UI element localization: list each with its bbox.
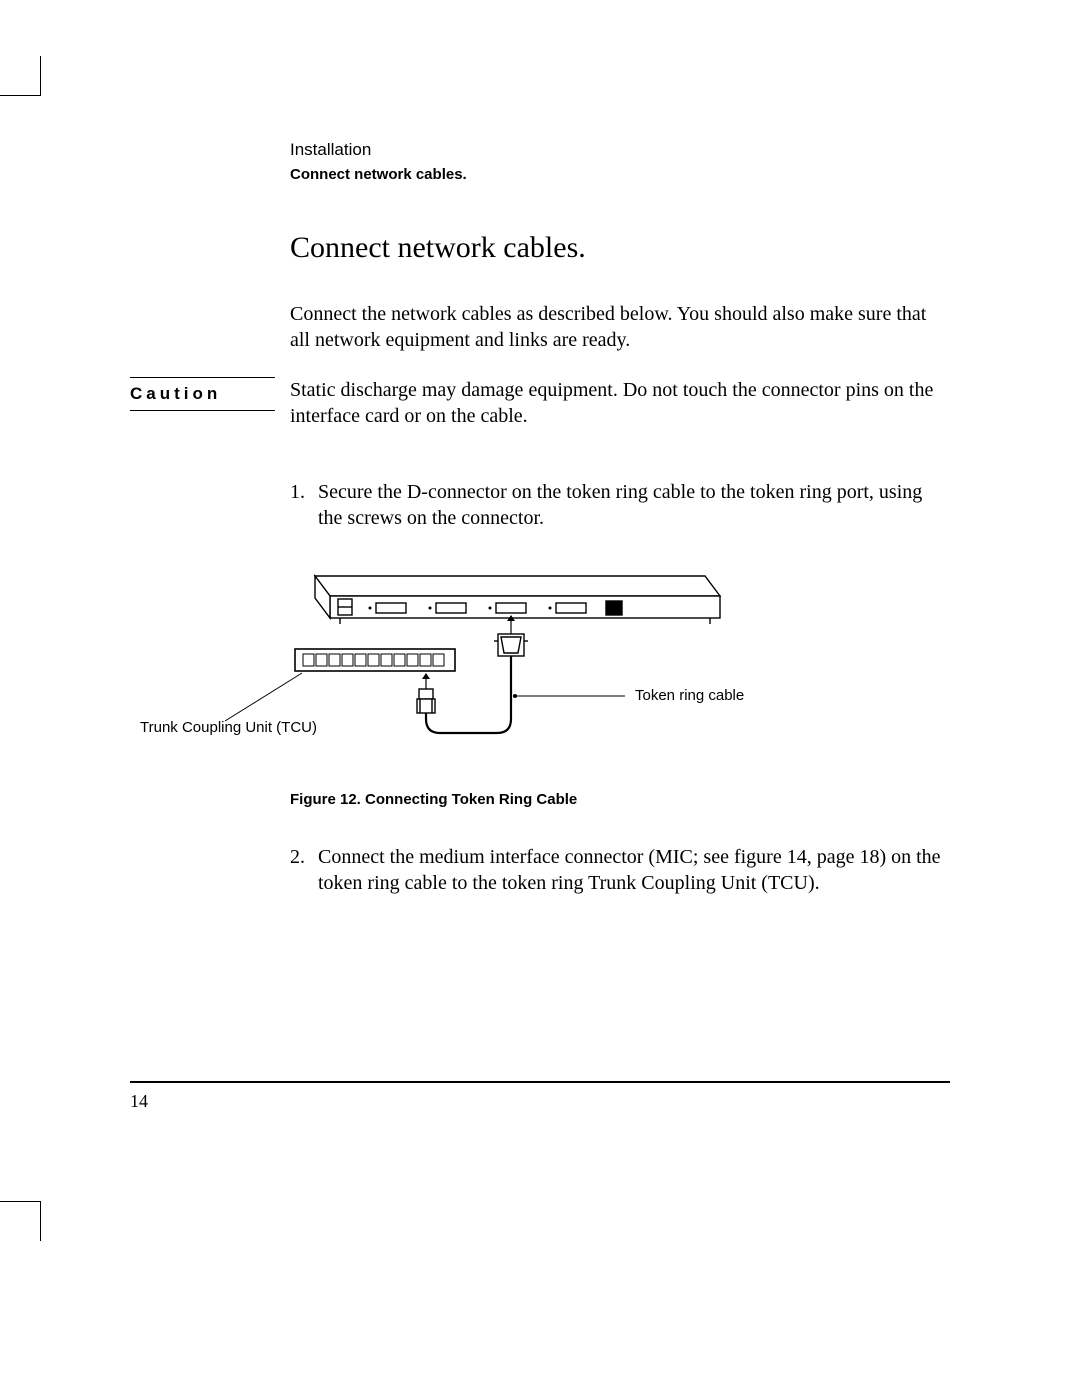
crop-mark-top-left	[0, 95, 40, 135]
step-1-number: 1.	[290, 479, 318, 531]
running-head-chapter: Installation	[290, 140, 950, 160]
step-2-number: 2.	[290, 844, 318, 896]
caution-label-box: Caution	[130, 377, 275, 411]
intro-paragraph: Connect the network cables as described …	[290, 301, 950, 353]
crop-mark-bottom-left	[0, 1162, 40, 1202]
figure-12: Trunk Coupling Unit (TCU) Token ring cab…	[130, 561, 950, 771]
step-1-text: Secure the D-connector on the token ring…	[318, 479, 950, 531]
step-2-text: Connect the medium interface connector (…	[318, 844, 950, 896]
page-number: 14	[130, 1091, 148, 1111]
section-title: Connect network cables.	[290, 231, 950, 265]
step-2: 2. Connect the medium interface connecto…	[290, 844, 950, 896]
page: Installation Connect network cables. Con…	[0, 0, 1080, 1397]
figure-label-tcu: Trunk Coupling Unit (TCU)	[140, 719, 317, 736]
step-1: 1. Secure the D-connector on the token r…	[290, 479, 950, 531]
running-head-section: Connect network cables.	[290, 166, 950, 183]
figure-svg	[130, 561, 950, 771]
figure-caption: Figure 12. Connecting Token Ring Cable	[290, 791, 950, 808]
caution-label: Caution	[130, 384, 221, 403]
caution-block: Caution Static discharge may damage equi…	[130, 377, 950, 429]
figure-label-cable: Token ring cable	[635, 687, 744, 704]
page-footer: 14	[130, 1081, 950, 1112]
content-area: Installation Connect network cables. Con…	[130, 140, 950, 918]
caution-text: Static discharge may damage equipment. D…	[290, 377, 950, 429]
